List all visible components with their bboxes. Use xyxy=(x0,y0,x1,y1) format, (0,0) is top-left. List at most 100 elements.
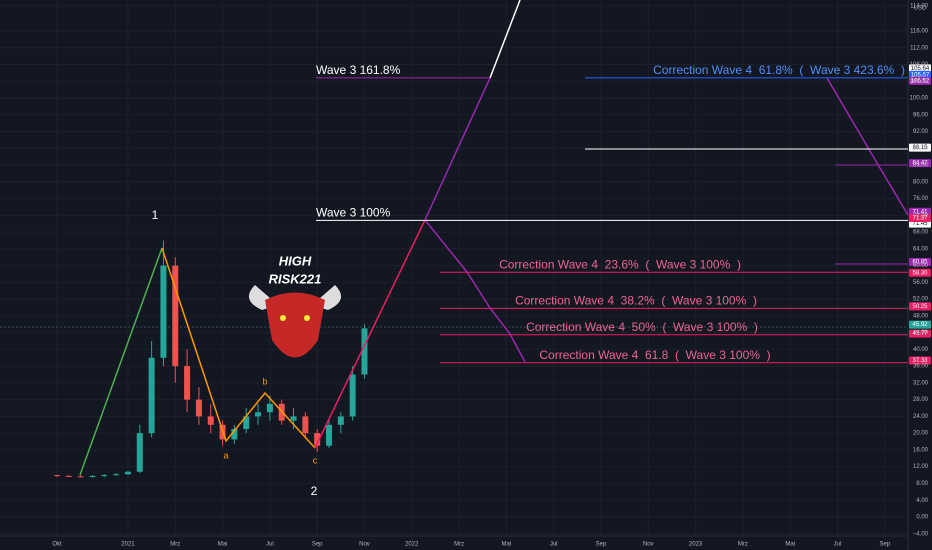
candle-body xyxy=(231,428,238,440)
y-tick-label: 72.00 xyxy=(913,213,929,219)
candle-body xyxy=(148,357,155,434)
candle-body xyxy=(325,424,332,446)
wave-2-abc-line xyxy=(161,247,316,449)
y-tick-label: 32.00 xyxy=(913,380,929,386)
y-tick-label: 4.00 xyxy=(916,498,928,504)
x-tick-label: Sep xyxy=(596,542,607,548)
y-tick-label: 68.00 xyxy=(913,230,929,236)
candle-body xyxy=(65,475,72,477)
price-badge xyxy=(909,64,931,73)
y-tick-label: 8.00 xyxy=(916,481,928,487)
price-badge-label: 88.15 xyxy=(912,145,928,151)
x-tick-label: Sep xyxy=(312,542,323,548)
wave-3-line xyxy=(314,219,426,449)
level-label: Correction Wave 4 23.6% ( Wave 3 100% ) xyxy=(499,257,741,271)
price-badge-label: 105.64 xyxy=(911,66,930,72)
y-tick-label: 76.00 xyxy=(913,196,929,202)
x-tick-label: Mai xyxy=(785,542,795,548)
level-label: Correction Wave 4 50% ( Wave 3 100% ) xyxy=(526,320,758,334)
price-badge-label: 43.77 xyxy=(912,331,928,337)
wave-label: 1 xyxy=(152,208,159,222)
price-badge-label: 58.30 xyxy=(912,270,928,276)
levels: Wave 3 161.8% Correction Wave 4 61.8% ( W… xyxy=(316,63,908,364)
wave-label: a xyxy=(223,450,228,460)
logo: HIGH RISK221 xyxy=(248,253,342,358)
price-badge xyxy=(909,143,931,152)
y-tick-label: 52.00 xyxy=(913,297,929,303)
y-tick-label: −4.00 xyxy=(913,531,929,537)
candle-body xyxy=(361,328,368,375)
price-badge-label: 105.52 xyxy=(911,78,930,84)
price-badge xyxy=(909,207,931,216)
currency-label: USD xyxy=(914,6,927,12)
x-tick-label: Mai xyxy=(502,542,512,548)
y-tick-label: 36.00 xyxy=(913,364,929,370)
wave-label: b xyxy=(262,376,267,386)
x-tick-label: Mrz xyxy=(170,542,180,548)
x-tick-label: Okt xyxy=(52,542,62,548)
x-tick-label: Jul xyxy=(550,542,558,548)
y-tick-label: 28.00 xyxy=(913,397,929,403)
level-label: Wave 3 100% xyxy=(316,206,391,220)
y-tick-label: 80.00 xyxy=(913,179,929,185)
y-tick-label: 64.00 xyxy=(913,246,929,252)
y-tick-label: 100.00 xyxy=(910,96,929,102)
x-tick-label: Nov xyxy=(359,542,370,548)
y-tick-label: 40.00 xyxy=(913,347,929,353)
candle-body xyxy=(136,433,143,472)
candles xyxy=(54,240,368,478)
y-tick-label: 48.00 xyxy=(913,313,929,319)
x-tick-label: Jul xyxy=(266,542,274,548)
candle-body xyxy=(255,412,262,417)
wave-1-line xyxy=(79,247,163,476)
candle-body xyxy=(243,416,250,429)
level-label: Correction Wave 4 61.8% ( Wave 3 423.6% … xyxy=(653,63,905,77)
y-tick-label: 92.00 xyxy=(913,129,929,135)
price-badge-label: 37.33 xyxy=(912,358,928,364)
y-tick-label: 104.00 xyxy=(910,79,929,85)
level-label: Correction Wave 4 61.8 ( Wave 3 100% ) xyxy=(539,348,770,362)
price-badge xyxy=(909,258,931,267)
logo-head xyxy=(265,292,325,358)
x-tick-label: 2021 xyxy=(121,542,135,548)
price-badge xyxy=(909,302,931,311)
price-badge xyxy=(909,356,931,365)
wave-label: c xyxy=(313,455,318,465)
price-badge-label: 60.85 xyxy=(912,260,928,266)
y-tick-label: 16.00 xyxy=(913,447,929,453)
price-badge-label: 105.57 xyxy=(911,72,930,78)
x-tick-label: Mai xyxy=(218,542,228,548)
y-tick-label: 0.00 xyxy=(916,515,928,521)
correction-arrow xyxy=(826,77,909,216)
candle-body xyxy=(113,474,120,476)
candle-body xyxy=(207,416,214,425)
candle-body xyxy=(101,475,108,477)
y-tick-label: 60.00 xyxy=(913,263,929,269)
x-tick-label: 2023 xyxy=(689,542,703,548)
x-tick-label: 2022 xyxy=(405,542,419,548)
candle-body xyxy=(77,476,84,478)
x-tick-label: Nov xyxy=(643,542,654,548)
y-tick-label: 84.00 xyxy=(913,163,929,169)
candle-body xyxy=(349,374,356,417)
projection-line xyxy=(489,0,521,79)
logo-text: HIGH xyxy=(279,253,312,268)
candle-body xyxy=(160,265,167,358)
price-badge-label: 50.25 xyxy=(912,304,928,310)
y-tick-label: 114.00 xyxy=(910,3,929,9)
y-tick-label: 24.00 xyxy=(913,414,929,420)
price-badge-label: 71.45 xyxy=(912,221,928,227)
y-tick-label: 116.00 xyxy=(910,29,929,35)
price-badge-label: 71.41 xyxy=(912,209,928,215)
price-badge xyxy=(909,70,931,79)
y-tick-label: 96.00 xyxy=(913,112,929,118)
y-tick-label: 112.00 xyxy=(910,45,929,51)
price-badge xyxy=(909,268,931,277)
x-tick-label: Jul xyxy=(834,542,842,548)
logo-eye xyxy=(304,315,310,321)
x-tick-label: Mrz xyxy=(454,542,464,548)
level-label: Correction Wave 4 38.2% ( Wave 3 100% ) xyxy=(515,293,757,307)
candle-body xyxy=(124,471,131,475)
